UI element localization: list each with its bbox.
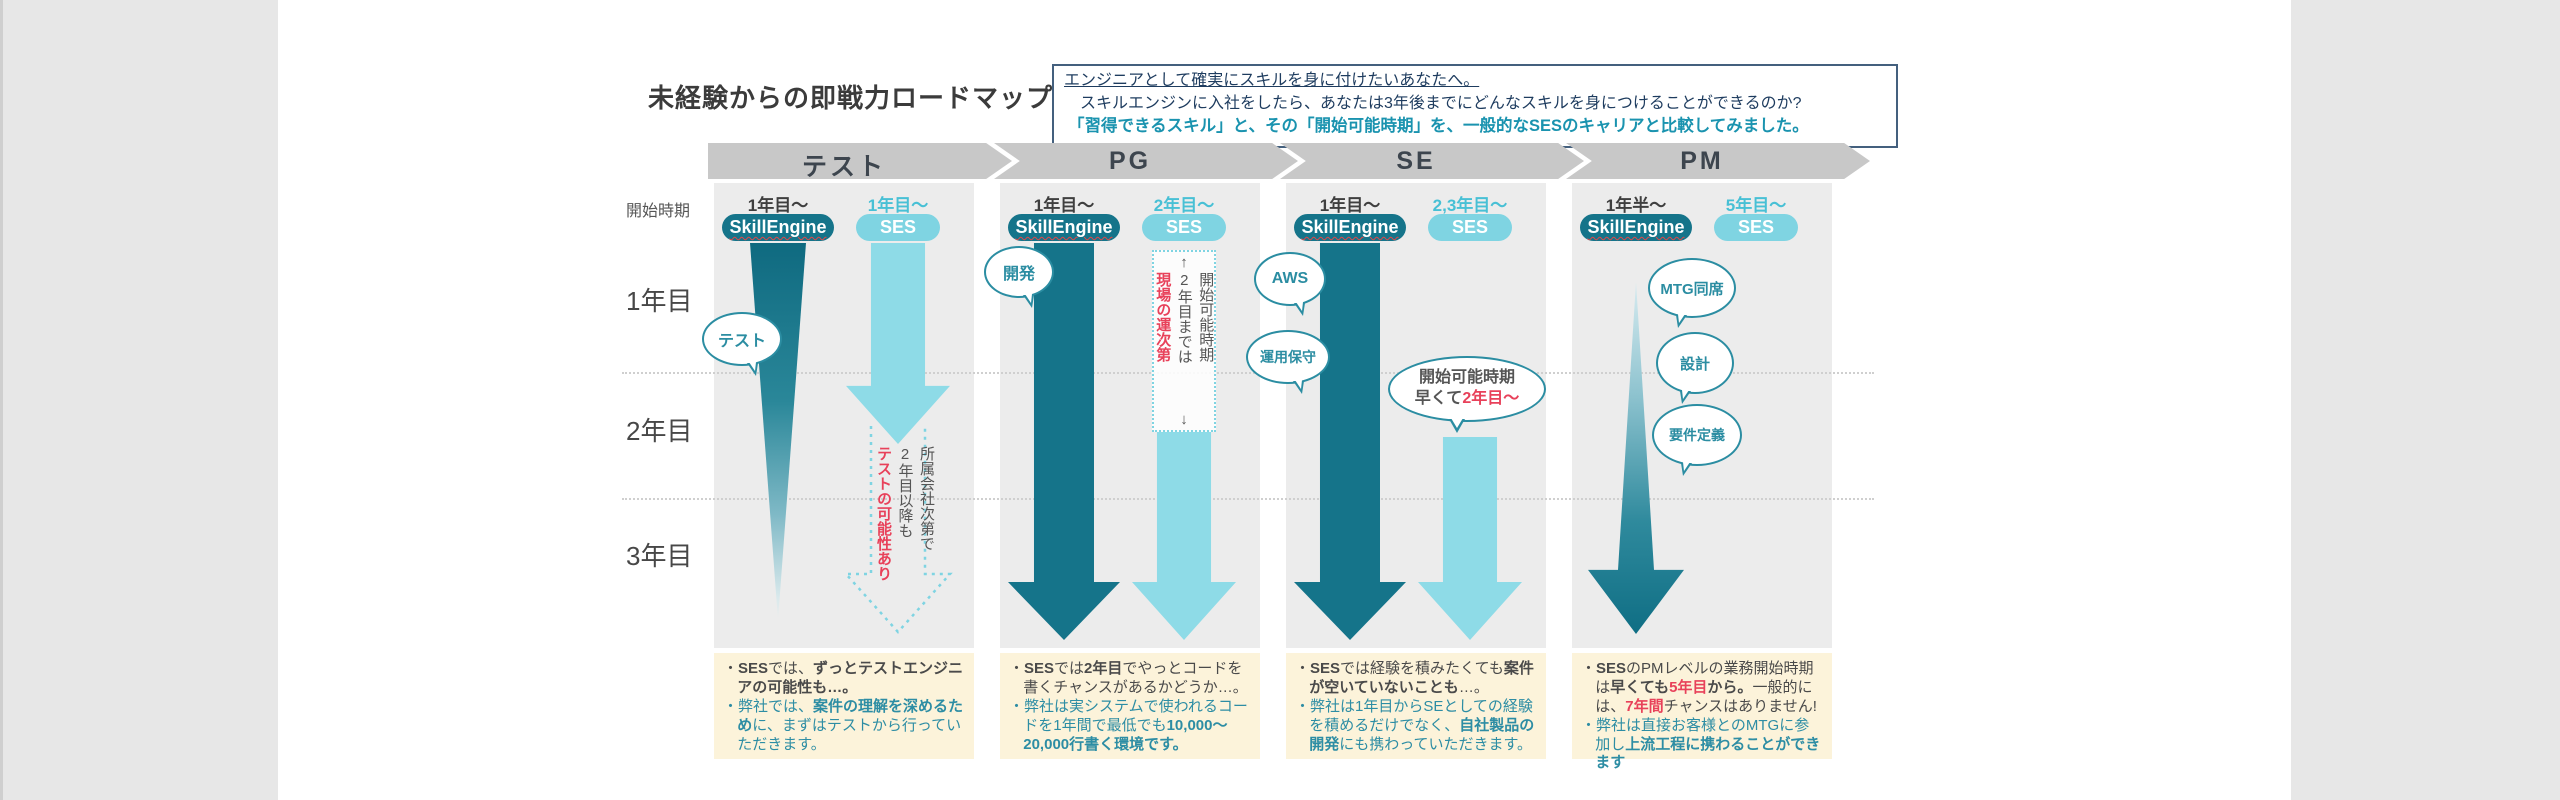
skillengine-pill-test: SkillEngine [722,214,834,241]
note-box-test: ・SESでは、ずっとテストエンジニアの可能性も…。 ・弊社では、案件の理解を深め… [714,653,974,759]
stage-label-pg: PG [1108,147,1152,175]
speech-bubble-test: テスト [702,312,782,376]
intro-line-3: 「習得できるスキル」と、その「開始可能時期」を、一般的なSESのキャリアと比較し… [1068,117,1809,136]
speech-bubble-aws: AWS [1254,252,1326,316]
gridline-year3 [622,498,1874,500]
ses-pill-label: SES [1165,217,1203,237]
note-box-pm: ・SESのPMレベルの業務開始時期は早くても5年目から。一般的には、7年間チャン… [1572,653,1832,771]
speech-bubble-ses-start-se: 開始可能時期 早くて2年目〜 [1388,356,1546,433]
note-bullet: ・弊社では、案件の理解を深めるために、まずはテストから行っていただきます。 [723,697,964,753]
year-label-1: 1年目 [626,286,693,316]
skillengine-pill-pg: SkillEngine [1008,214,1120,241]
speech-bubble-design-label: 設計 [1679,355,1710,373]
year-label-2: 2年目 [626,416,693,446]
ses-pill-se: SES [1428,214,1512,241]
note-bullet: ・弊社は1年目からSEとしての経験を積めるだけでなく、自社製品の開発にも携わって… [1295,697,1535,753]
note-box-pg: ・SESでは2年目でやっとコードを書くチャンスがあるかどうか…。 ・弊社は実シス… [1000,653,1260,759]
speech-bubble-design: 設計 [1656,332,1734,404]
gridline-year2 [622,372,1874,374]
ses-start-test: 1年目〜 [867,196,929,215]
stage-label-test: テスト [801,153,886,181]
ses-bubble-line1: 開始可能時期 [1418,369,1515,387]
note-bullet: ・SESでは、ずっとテストエンジニアの可能性も…。 [723,660,964,696]
skillengine-pill-label: SkillEngine [729,217,827,237]
ses-vertical-note-test: 所属会社次第で 2年目以降も テストの可能性あり [875,446,935,581]
ses-pill-label: SES [1737,217,1775,237]
speech-bubble-operation-label: 運用保守 [1260,349,1316,365]
note-bullet: ・弊社は直接お客様とのMTGに参加し上流工程に携わることができます [1581,716,1821,772]
speech-bubble-dev-label: 開発 [1002,266,1035,283]
skillengine-pill-label: SkillEngine [1301,217,1399,237]
ses-start-se: 2,3年目〜 [1432,196,1508,215]
skillengine-start-pg: 1年目〜 [1033,196,1095,215]
speech-bubble-requirements: 要件定義 [1652,404,1742,476]
speech-bubble-mtg: MTG同席 [1648,258,1736,328]
skillengine-start-se: 1年目〜 [1319,196,1381,215]
intro-line-2: スキルエンジンに入社をしたら、あなたは3年後までにどんなスキルを身につけることが… [1080,94,1802,112]
skillengine-pill-se: SkillEngine [1294,214,1406,241]
stage-label-pm: PM [1680,147,1724,175]
page-title: 未経験からの即戦力ロードマップ [648,83,1054,113]
ses-bubble-line2: 早くて2年目〜 [1414,390,1520,407]
ses-pill-label: SES [1451,217,1489,237]
intro-line-1: エンジニアとして確実にスキルを身に付けたいあなたへ。 [1064,72,1480,89]
speech-bubble-requirements-label: 要件定義 [1669,427,1725,443]
speech-bubble-aws-label: AWS [1271,270,1309,287]
note-bullet: ・SESのPMレベルの業務開始時期は早くても5年目から。一般的には、7年間チャン… [1581,660,1817,715]
skillengine-pill-pm: SkillEngine [1580,214,1692,241]
skillengine-start-pm: 1年半〜 [1605,196,1667,215]
stage-chevron-se [1280,143,1584,179]
ses-pending-box-pg: ↑ 開始可能時期 2年目までは 現場の運次第 ↓ [1152,250,1216,432]
arrow-down-glyph: ↓ [1180,411,1188,428]
ses-pill-test: SES [856,214,940,241]
skillengine-start-test: 1年目〜 [747,196,809,215]
ses-dotted-arrow-test [843,426,953,634]
ses-pill-pg: SES [1142,214,1226,241]
stage-chevron-pm [1566,143,1870,179]
ses-pill-label: SES [879,217,917,237]
skillengine-pill-label: SkillEngine [1015,217,1113,237]
speech-bubble-test-label: テスト [717,333,766,350]
skillengine-pill-label: SkillEngine [1587,217,1685,237]
arrow-up-glyph: ↑ [1180,254,1188,271]
ses-start-pm: 5年目〜 [1725,196,1787,215]
speech-bubble-operation: 運用保守 [1246,330,1330,394]
note-bullet: ・SESでは2年目でやっとコードを書くチャンスがあるかどうか…。 [1009,660,1248,696]
intro-box: エンジニアとして確実にスキルを身に付けたいあなたへ。 スキルエンジンに入社をした… [1052,64,1898,148]
ses-box-note-pg: 開始可能時期 2年目までは 現場の運次第 [1154,272,1215,364]
stage-chevron-test [708,143,1012,179]
note-bullet: ・弊社は実システムで使われるコードを1年間で最低でも10,000〜20,000行… [1009,697,1248,753]
year-label-3: 3年目 [626,541,693,571]
right-margin [2291,0,2560,800]
ses-pill-pm: SES [1714,214,1798,241]
speech-bubble-dev: 開発 [984,246,1054,308]
axis-start-label: 開始時期 [626,203,691,220]
note-bullet: ・SESでは経験を積みたくても案件が空いていないことも…。 [1295,660,1534,696]
note-box-se: ・SESでは経験を積みたくても案件が空いていないことも…。 ・弊社は1年目からS… [1286,653,1546,759]
ses-start-pg: 2年目〜 [1153,196,1215,215]
stage-label-se: SE [1396,147,1436,175]
left-margin [0,0,278,800]
stage-chevron-pg [994,143,1298,179]
speech-bubble-mtg-label: MTG同席 [1660,280,1724,298]
